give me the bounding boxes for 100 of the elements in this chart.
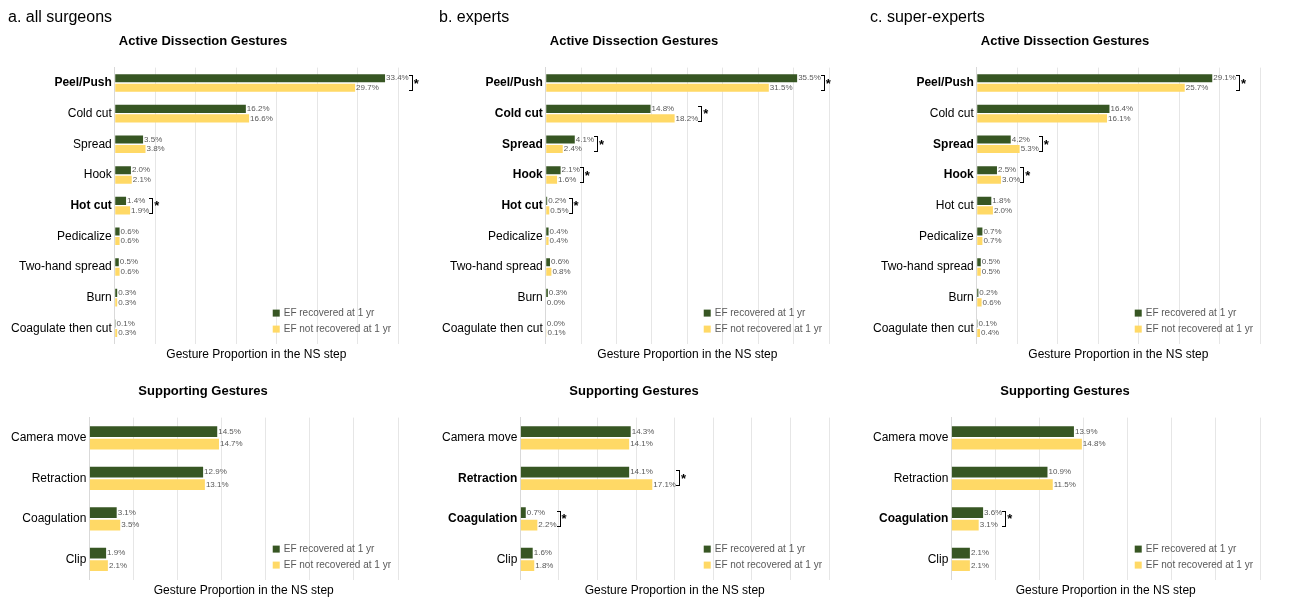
data-label: 3.0% [1002, 174, 1021, 184]
data-label: 33.4% [386, 73, 409, 83]
bar [546, 74, 798, 83]
data-label: 1.9% [107, 548, 126, 558]
legend-label: EF not recovered at 1 yr [1145, 559, 1254, 571]
annotation: * [1240, 75, 1247, 91]
data-label: 0.7% [983, 226, 1002, 236]
data-label: 14.1% [630, 439, 653, 449]
bar [977, 135, 1011, 144]
annotation: * [1043, 136, 1050, 152]
bar [115, 83, 356, 92]
data-label: 18.2% [675, 113, 699, 123]
bar [546, 258, 550, 267]
bar [546, 104, 651, 113]
chart-title: Active Dissection Gestures [980, 33, 1150, 49]
annotation: * [599, 136, 606, 152]
data-label: 0.6% [550, 257, 570, 267]
bar [546, 206, 550, 215]
bar [546, 83, 769, 92]
bar [115, 206, 131, 215]
annotation: * [573, 198, 580, 214]
y-tick-label: Cold cut [929, 105, 975, 120]
y-tick-label: Spread [933, 136, 974, 151]
chart-title: Active Dissection Gestures [549, 33, 719, 49]
y-tick-label: Burn [517, 289, 543, 304]
y-tick-label: Cold cut [67, 105, 113, 120]
bar [520, 426, 631, 437]
bar [115, 166, 131, 175]
bar [115, 267, 120, 276]
data-label: 2.0% [993, 205, 1013, 215]
y-tick-label: Coagulate then cut [10, 320, 113, 335]
data-label: 0.3% [548, 288, 568, 298]
bar [977, 298, 982, 307]
legend-label: EF not recovered at 1 yr [714, 323, 823, 335]
bar [951, 466, 1048, 478]
chart-title: Supporting Gestures [569, 383, 699, 399]
y-tick-label: Camera move [442, 430, 518, 445]
data-label: 14.5% [218, 426, 241, 436]
bar [977, 74, 1213, 83]
legend-label: EF recovered at 1 yr [1145, 307, 1237, 319]
data-label: 0.5% [550, 205, 569, 215]
bar [951, 426, 1074, 437]
data-label: 2.1% [108, 560, 128, 570]
data-label: 1.4% [127, 196, 146, 206]
y-tick-label: Hot cut [501, 197, 543, 212]
data-label: 1.6% [533, 548, 552, 558]
bar [89, 560, 108, 571]
legend-label: EF recovered at 1 yr [714, 543, 806, 555]
legend-label: EF recovered at 1 yr [283, 307, 375, 319]
data-label: 3.6% [984, 507, 1003, 517]
y-tick-label: Coagulation [22, 511, 87, 526]
y-tick-label: Clip [496, 551, 518, 566]
data-label: 14.3% [631, 426, 655, 436]
y-tick-label: Coagulate then cut [441, 320, 544, 335]
data-label: 17.1% [653, 479, 676, 489]
bar [115, 74, 386, 83]
legend-label: EF not recovered at 1 yr [283, 559, 392, 571]
data-label: 16.2% [246, 104, 270, 114]
data-label: 10.9% [1048, 467, 1072, 477]
data-label: 3.5% [121, 520, 140, 530]
chart-title: Supporting Gestures [138, 383, 268, 399]
data-label: 2.1% [561, 165, 580, 175]
data-label: 35.5% [798, 73, 821, 83]
data-label: 25.7% [1185, 82, 1209, 92]
data-label: 0.4% [549, 226, 568, 236]
y-tick-label: Pedicalize [919, 228, 975, 243]
bar [115, 258, 119, 267]
bar [951, 519, 979, 531]
data-label: 11.5% [1053, 479, 1076, 489]
y-tick-label: Retraction [458, 470, 518, 485]
data-label: 14.1% [630, 467, 653, 477]
data-label: 0.0% [546, 297, 565, 307]
data-label: 1.6% [558, 174, 577, 184]
data-label: 0.2% [548, 196, 567, 206]
data-label: 14.8% [651, 104, 675, 114]
data-label: 2.2% [538, 520, 557, 530]
y-tick-label: Pedicalize [57, 228, 113, 243]
bar [951, 479, 1053, 490]
y-tick-label: Hot cut [70, 197, 112, 212]
x-axis-title: Gesture Proportion in the NS step [153, 583, 335, 598]
annotation: * [703, 106, 710, 122]
data-label: 13.1% [205, 479, 229, 489]
x-axis-title: Gesture Proportion in the NS step [597, 347, 778, 362]
annotation: * [584, 167, 591, 183]
data-label: 4.1% [575, 134, 595, 144]
data-label: 16.4% [1110, 104, 1134, 114]
data-label: 0.2% [979, 288, 998, 298]
y-tick-label: Coagulate then cut [872, 320, 975, 335]
bar [520, 547, 533, 559]
data-label: 0.5% [981, 257, 1001, 267]
data-label: 0.6% [120, 266, 139, 276]
x-axis-title: Gesture Proportion in the NS step [166, 347, 347, 362]
y-tick-label: Camera move [873, 430, 949, 445]
data-label: 5.3% [1020, 144, 1039, 154]
data-label: 2.1% [970, 548, 990, 558]
bar [546, 236, 549, 246]
legend-label: EF not recovered at 1 yr [1145, 323, 1254, 335]
y-tick-label: Clip [927, 551, 949, 566]
bar [546, 175, 558, 184]
chart-title: Supporting Gestures [1000, 383, 1130, 399]
